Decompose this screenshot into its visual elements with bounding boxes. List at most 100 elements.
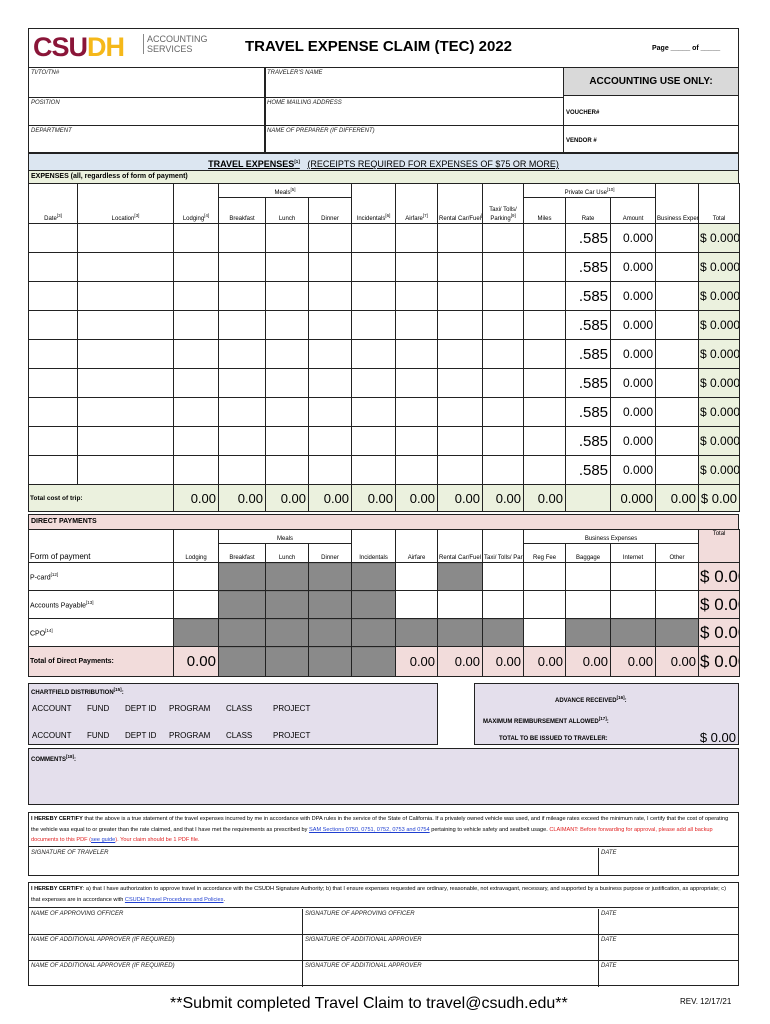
expense-cell[interactable]: [173, 426, 219, 456]
expense-cell[interactable]: [218, 281, 266, 311]
expense-cell[interactable]: [482, 455, 525, 485]
expense-cell[interactable]: [395, 368, 439, 398]
expense-cell[interactable]: [28, 368, 78, 398]
expense-cell[interactable]: [218, 426, 266, 456]
expense-cell[interactable]: [523, 281, 567, 311]
approver-date-field[interactable]: DATE: [599, 909, 738, 935]
expense-cell[interactable]: [351, 310, 397, 340]
expense-cell[interactable]: [655, 310, 700, 340]
expense-cell[interactable]: [437, 281, 484, 311]
chartfield-class[interactable]: CLASS: [226, 731, 253, 740]
expense-cell[interactable]: [351, 426, 397, 456]
chartfield-fund[interactable]: FUND: [87, 731, 110, 740]
expense-cell[interactable]: [28, 455, 78, 485]
advance-received[interactable]: ADVANCE RECEIVED[16]:: [555, 695, 627, 704]
expense-cell[interactable]: [265, 426, 309, 456]
chartfield-class[interactable]: CLASS: [226, 704, 253, 713]
expense-cell[interactable]: [28, 281, 78, 311]
expense-cell[interactable]: [523, 368, 567, 398]
expense-cell[interactable]: [523, 455, 567, 485]
expense-cell[interactable]: [77, 397, 174, 427]
approver-name-field[interactable]: NAME OF APPROVING OFFICER: [29, 909, 303, 935]
expense-cell[interactable]: [655, 252, 700, 282]
payment-cell[interactable]: [655, 590, 700, 619]
expense-cell[interactable]: [655, 397, 700, 427]
expense-cell[interactable]: [173, 368, 219, 398]
chartfield-program[interactable]: PROGRAM: [169, 704, 211, 713]
expense-cell[interactable]: [437, 426, 484, 456]
expense-cell[interactable]: [437, 455, 484, 485]
traveler-name-field[interactable]: TRAVELER'S NAME: [264, 67, 564, 98]
expense-cell[interactable]: [173, 397, 219, 427]
expense-cell[interactable]: [218, 252, 266, 282]
voucher-field[interactable]: VOUCHER#: [563, 95, 739, 126]
expense-cell[interactable]: [77, 310, 174, 340]
expense-cell[interactable]: [395, 223, 439, 253]
page-number[interactable]: Page _____ of _____: [652, 45, 721, 52]
expense-cell[interactable]: [28, 397, 78, 427]
payment-cell[interactable]: [173, 590, 219, 619]
expense-cell[interactable]: [437, 368, 484, 398]
payment-cell[interactable]: [565, 562, 612, 591]
expense-cell[interactable]: [218, 455, 266, 485]
expense-cell[interactable]: [218, 339, 266, 369]
chartfield-dept-id[interactable]: DEPT ID: [125, 704, 157, 713]
expense-cell[interactable]: [655, 281, 700, 311]
chartfield-project[interactable]: PROJECT: [273, 704, 311, 713]
payment-cell[interactable]: [655, 562, 700, 591]
expense-cell[interactable]: [265, 223, 309, 253]
expense-cell[interactable]: [28, 310, 78, 340]
expense-cell[interactable]: [307, 310, 353, 340]
expense-cell[interactable]: [173, 223, 219, 253]
expense-cell[interactable]: [307, 252, 353, 282]
chartfield-program[interactable]: PROGRAM: [169, 731, 211, 740]
sam-sections-link[interactable]: SAM Sections 0750, 0751, 0752, 0753 and …: [308, 826, 430, 833]
expense-cell[interactable]: [265, 368, 309, 398]
approver-name-field[interactable]: NAME OF ADDITIONAL APPROVER (IF REQUIRED…: [29, 935, 303, 961]
travel-policies-link[interactable]: CSUDH Travel Procedures and Policies: [124, 896, 224, 903]
expense-cell[interactable]: [351, 397, 397, 427]
expense-cell[interactable]: [655, 368, 700, 398]
expense-cell[interactable]: [307, 339, 353, 369]
payment-cell[interactable]: [437, 590, 484, 619]
expense-cell[interactable]: [437, 397, 484, 427]
expense-cell[interactable]: [395, 397, 439, 427]
expense-cell[interactable]: [523, 397, 567, 427]
approver-signature-field[interactable]: SIGNATURE OF ADDITIONAL APPROVER: [303, 935, 599, 961]
preparer-field[interactable]: NAME OF PREPARER (IF DIFFERENT): [264, 125, 564, 153]
expense-cell[interactable]: [173, 339, 219, 369]
chartfield-account[interactable]: ACCOUNT: [32, 731, 72, 740]
expense-cell[interactable]: [351, 339, 397, 369]
expense-cell[interactable]: [307, 426, 353, 456]
payment-cell[interactable]: [610, 590, 657, 619]
expense-cell[interactable]: [395, 281, 439, 311]
expense-cell[interactable]: [77, 281, 174, 311]
expense-cell[interactable]: [218, 310, 266, 340]
expense-cell[interactable]: [265, 339, 309, 369]
expense-cell[interactable]: [307, 281, 353, 311]
expense-cell[interactable]: [265, 455, 309, 485]
expense-cell[interactable]: [265, 252, 309, 282]
payment-cell[interactable]: [482, 590, 525, 619]
expense-cell[interactable]: [351, 368, 397, 398]
expense-cell[interactable]: [437, 310, 484, 340]
expense-cell[interactable]: [307, 397, 353, 427]
traveler-signature-field[interactable]: SIGNATURE OF TRAVELER: [29, 848, 599, 875]
expense-cell[interactable]: [307, 223, 353, 253]
approver-date-field[interactable]: DATE: [599, 935, 738, 961]
expense-cell[interactable]: [173, 455, 219, 485]
payment-cell[interactable]: [523, 618, 567, 647]
expense-cell[interactable]: [218, 368, 266, 398]
expense-cell[interactable]: [395, 426, 439, 456]
approver-date-field[interactable]: DATE: [601, 963, 617, 969]
expense-cell[interactable]: [28, 339, 78, 369]
chartfield-box[interactable]: CHARTFIELD DISTRIBUTION[15]: ACCOUNT FUND…: [28, 683, 438, 745]
expense-cell[interactable]: [655, 223, 700, 253]
expense-cell[interactable]: [437, 339, 484, 369]
expense-cell[interactable]: [482, 223, 525, 253]
expense-cell[interactable]: [482, 426, 525, 456]
ti-field[interactable]: TI/TO/TN#: [28, 67, 266, 98]
expense-cell[interactable]: [351, 223, 397, 253]
see-guide-link[interactable]: see guide: [91, 837, 116, 843]
expense-cell[interactable]: [395, 310, 439, 340]
